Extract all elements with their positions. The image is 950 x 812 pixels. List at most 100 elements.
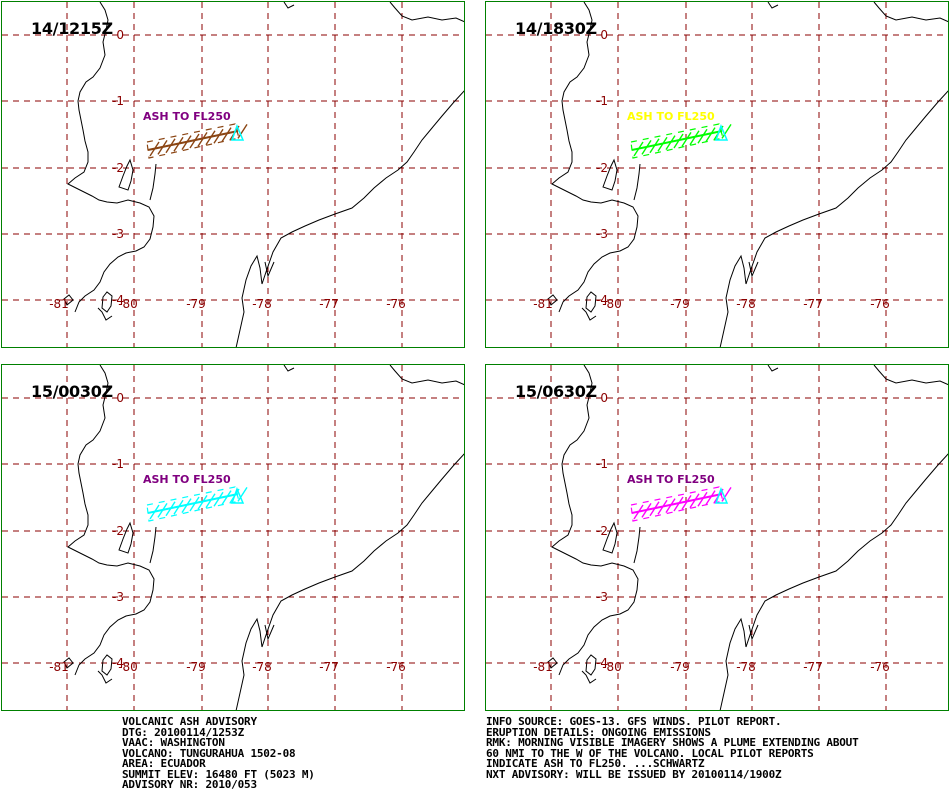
coastline-path (873, 365, 948, 386)
lat-tick-label: -4 (112, 656, 124, 670)
coastline-path (118, 158, 134, 191)
coastline (63, 365, 464, 710)
lat-lon-grid (2, 2, 464, 347)
lat-tick-label: -1 (596, 457, 608, 471)
coastline (547, 2, 948, 347)
lon-tick-label: -78 (252, 297, 272, 311)
ash-plume (146, 123, 248, 159)
ash-hatch-line (237, 487, 248, 502)
advisory-remark-line: INDICATE ASH TO FL250. ...SCHWARTZ (486, 757, 705, 770)
advisory-header-block: VOLCANIC ASH ADVISORY DTG: 20100114/1253Z… (122, 715, 315, 791)
lon-tick-label: -79 (186, 297, 206, 311)
ash-hatch-line (705, 127, 716, 142)
advisory-remark-line: RMK: MORNING VISIBLE IMAGERY SHOWS A PLU… (486, 736, 859, 749)
map-canvas: 0 -1 -2 -3 -4 -81 -80 -79 -78 -77 -76 ASH TO FL250 (2, 2, 464, 347)
coastline-path (551, 365, 639, 676)
coastline-path (101, 291, 113, 313)
advisory-header-line: VOLCANO: TUNGURAHUA 1502-08 (122, 746, 296, 760)
forecast-panel-4: 0 -1 -2 -3 -4 -81 -80 -79 -78 -77 -76 ASH TO FL250 … (485, 364, 949, 711)
lat-tick-label: -1 (112, 94, 124, 108)
coastline-path (101, 654, 113, 676)
ash-label: ASH TO FL250 (143, 473, 231, 486)
coastline-path (547, 657, 558, 669)
lat-tick-label: 0 (116, 28, 124, 42)
panel-time-label: 15/0630Z (515, 382, 597, 401)
volcano-triangle-icon (714, 486, 729, 504)
coastline-path (264, 624, 275, 641)
coastline-path (235, 90, 464, 347)
advisory-remark-line: NXT ADVISORY: WILL BE ISSUED BY 20100114… (486, 767, 782, 781)
ash-plume (630, 486, 732, 522)
forecast-panel-3: 0 -1 -2 -3 -4 -81 -80 -79 -78 -77 -76 ASH TO FL250 … (1, 364, 465, 711)
lat-tick-label: -3 (596, 227, 608, 241)
ash-hatch-line (721, 487, 732, 502)
lat-tick-label: -2 (112, 161, 124, 175)
advisory-header-line: VAAC: WASHINGTON (122, 736, 225, 749)
lat-tick-label: 0 (116, 391, 124, 405)
lat-tick-label: -3 (112, 590, 124, 604)
ash-hatch-line (697, 128, 708, 144)
lon-tick-label: -80 (118, 297, 138, 311)
ash-hatch-line (213, 128, 224, 144)
lat-tick-label: -1 (112, 457, 124, 471)
coastline-path (283, 2, 295, 9)
lat-lon-grid (2, 365, 464, 710)
ash-label: ASH TO FL250 (143, 110, 231, 123)
advisory-remark-line: ERUPTION DETAILS: ONGOING EMISSIONS (486, 725, 711, 739)
lon-tick-label: -78 (252, 660, 272, 674)
lon-tick-label: -77 (319, 660, 339, 674)
map-canvas: 0 -1 -2 -3 -4 -81 -80 -79 -78 -77 -76 ASH TO FL250 (2, 365, 464, 710)
coastline-path (63, 657, 74, 669)
coastline-path (551, 2, 639, 313)
plume-axis-line (631, 493, 723, 514)
advisory-header-line: VOLCANIC ASH ADVISORY (122, 715, 257, 728)
ash-hatch-line (221, 127, 232, 142)
coastline-path (767, 365, 779, 372)
volcano-triangle-icon (230, 486, 245, 504)
lat-lon-grid (486, 365, 948, 710)
panel-time-label: 14/1215Z (31, 19, 113, 38)
coastline-path (389, 2, 464, 23)
coastline-path (67, 2, 155, 313)
lat-tick-label: 0 (600, 391, 608, 405)
ash-plume (146, 486, 248, 522)
lon-tick-label: -79 (670, 660, 690, 674)
coastline-path (149, 526, 157, 564)
coastline-path (581, 307, 597, 321)
lon-tick-label: -78 (736, 660, 756, 674)
coastline-path (767, 2, 779, 9)
lon-tick-label: -80 (602, 297, 622, 311)
coastline-path (97, 670, 113, 684)
coastline-path (719, 453, 948, 710)
lat-tick-label: -2 (112, 524, 124, 538)
lon-tick-label: -76 (386, 297, 406, 311)
lat-tick-label: -4 (112, 293, 124, 307)
coastline-path (585, 654, 597, 676)
coastline (63, 2, 464, 347)
ash-plume (630, 123, 732, 159)
coastline-path (149, 163, 157, 201)
plume-axis-line (147, 493, 239, 514)
lat-tick-label: -3 (112, 227, 124, 241)
coastline-path (602, 521, 618, 554)
coastline-path (67, 365, 155, 676)
lon-tick-label: -76 (870, 660, 890, 674)
coastline-path (873, 2, 948, 23)
lon-tick-label: -76 (870, 297, 890, 311)
lon-tick-label: -79 (186, 660, 206, 674)
volcano-triangle-icon (714, 123, 729, 141)
lon-tick-label: -77 (803, 297, 823, 311)
lon-tick-label: -81 (49, 660, 69, 674)
lat-tick-label: 0 (600, 28, 608, 42)
forecast-panel-1: 0 -1 -2 -3 -4 -81 -80 -79 -78 -77 -76 ASH TO FL250 … (1, 1, 465, 348)
coastline-path (235, 453, 464, 710)
ash-hatch-line (237, 124, 248, 139)
coastline-path (283, 365, 295, 372)
ash-hatch-line (221, 490, 232, 505)
plume-axis-line (147, 130, 239, 151)
coastline (547, 365, 948, 710)
coastline-path (585, 291, 597, 313)
coastline-path (748, 624, 759, 641)
lon-tick-label: -77 (319, 297, 339, 311)
ash-hatch-line (213, 491, 224, 507)
